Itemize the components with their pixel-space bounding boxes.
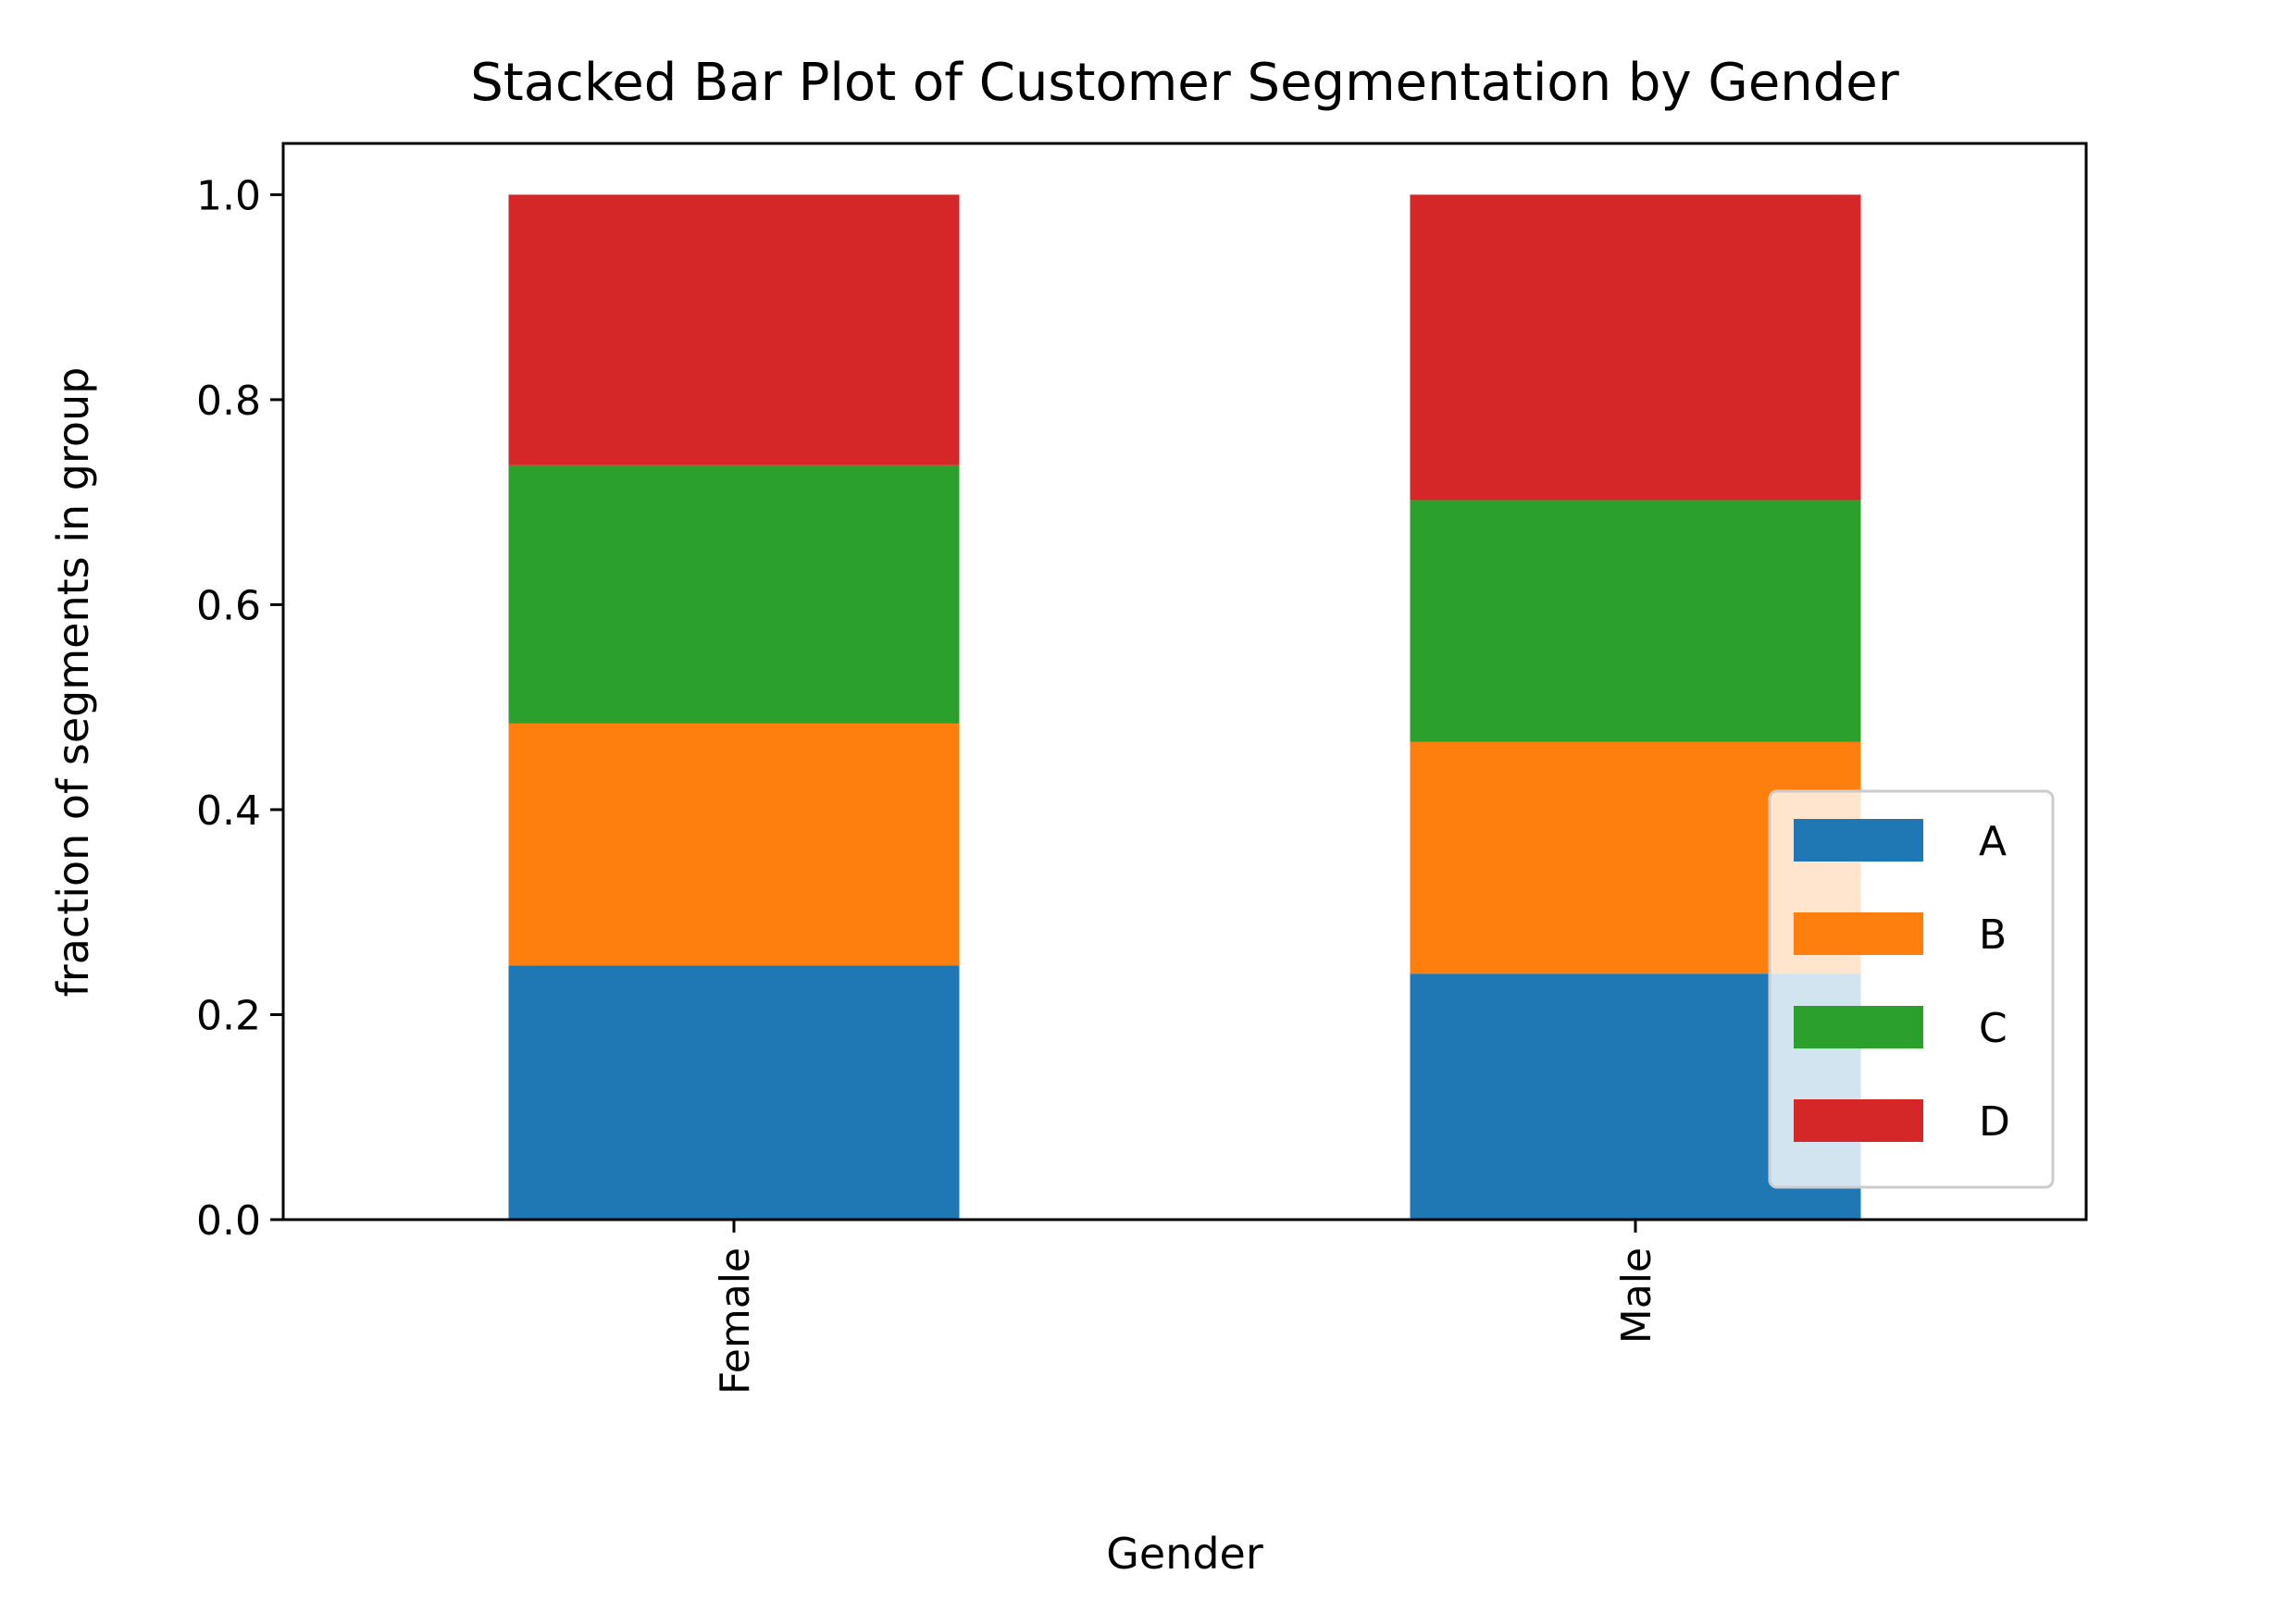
legend-label-d: D — [1979, 1098, 2010, 1146]
legend-frame — [1768, 789, 2055, 1189]
bar-segment-female-a — [508, 965, 960, 1220]
x-axis: Female Male — [712, 1220, 1660, 1395]
y-tick-label: 0.2 — [196, 992, 261, 1039]
bar-segment-female-c — [508, 465, 960, 724]
legend-swatch-a — [1794, 819, 1923, 862]
y-tick-label: 0.4 — [196, 787, 261, 835]
axes-frame — [281, 142, 2088, 1221]
legend-label-a: A — [1979, 818, 2007, 865]
legend-label-b: B — [1979, 911, 2007, 959]
y-tick-label: 1.0 — [196, 172, 261, 219]
x-axis-label: Gender — [1106, 1529, 1263, 1579]
legend-swatch-c — [1794, 1006, 1923, 1048]
x-tick-label-female: Female — [712, 1247, 759, 1395]
bar-segment-female-d — [508, 194, 960, 465]
bars-layer — [508, 194, 1861, 1220]
legend-label-c: C — [1979, 1005, 2007, 1052]
y-axis: 0.0 0.2 0.4 0.6 0.8 1.0 — [196, 172, 283, 1245]
y-tick-label: 0.8 — [196, 378, 261, 425]
chart-title: Stacked Bar Plot of Customer Segmentatio… — [470, 53, 1900, 113]
bar-segment-male-c — [1410, 500, 1861, 742]
bar-segment-female-b — [508, 723, 960, 966]
y-tick-label: 0.6 — [196, 582, 261, 629]
legend-swatch-b — [1794, 912, 1923, 955]
y-axis-label: fraction of segments in group — [48, 367, 98, 998]
legend-swatch-d — [1794, 1099, 1923, 1142]
x-tick-label-male: Male — [1613, 1247, 1660, 1344]
bar-segment-male-d — [1410, 194, 1861, 501]
y-tick-label: 0.0 — [196, 1197, 261, 1245]
